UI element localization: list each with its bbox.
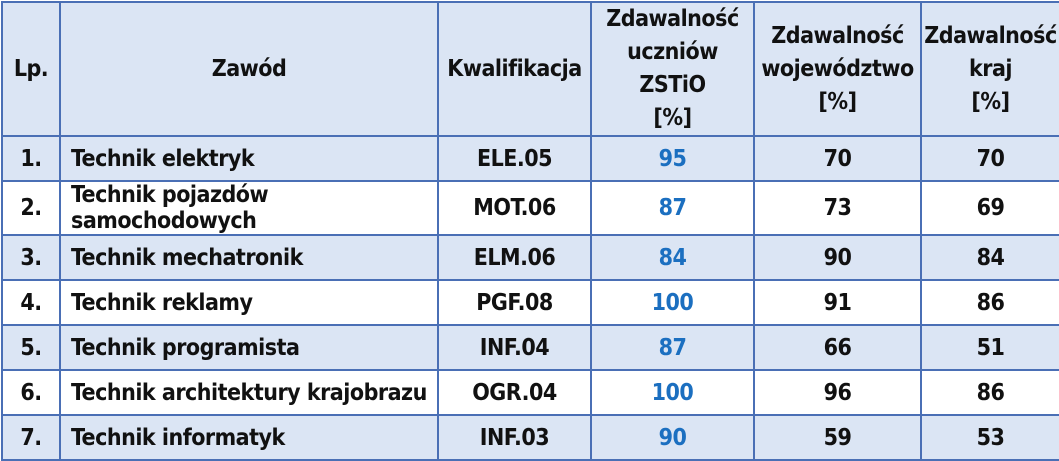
cell-zawod: Technik programista (59, 324, 439, 371)
cell-zstio: 100 (590, 369, 755, 416)
table-row: 3. Technik mechatronik ELM.06 84 90 84 (1, 234, 1059, 281)
cell-lp: 3. (1, 234, 61, 281)
cell-wojewodztwo: 70 (753, 135, 922, 182)
header-zstio-line-1: Zdawalność (606, 6, 739, 32)
cell-kraj: 86 (920, 369, 1059, 416)
cell-zawod: Technik elektryk (59, 135, 439, 182)
table-row: 6. Technik architektury krajobrazu OGR.0… (1, 369, 1059, 416)
header-wojewodztwo-line-1: Zdawalność (771, 22, 904, 49)
cell-wojewodztwo: 90 (753, 234, 922, 281)
cell-wojewodztwo: 91 (753, 279, 922, 326)
header-kraj-line-1: Zdawalność (924, 22, 1057, 49)
header-wojewodztwo-line-3: [%] (818, 88, 857, 115)
cell-kwalifikacja: INF.04 (437, 324, 592, 371)
table-row: 7. Technik informatyk INF.03 90 59 53 (1, 414, 1059, 461)
header-wojewodztwo-line-2: województwo (761, 55, 914, 82)
header-zstio-line-3: [%] (653, 105, 692, 131)
cell-kraj: 70 (920, 135, 1059, 182)
cell-lp: 7. (1, 414, 61, 461)
cell-kraj: 84 (920, 234, 1059, 281)
table-row: 2. Technik pojazdów samochodowych MOT.06… (1, 180, 1059, 236)
cell-lp: 2. (1, 180, 61, 236)
cell-kwalifikacja: MOT.06 (437, 180, 592, 236)
header-zawod: Zawód (59, 1, 439, 137)
cell-zstio: 90 (590, 414, 755, 461)
cell-kwalifikacja: OGR.04 (437, 369, 592, 416)
table-row: 5. Technik programista INF.04 87 66 51 (1, 324, 1059, 371)
cell-lp: 1. (1, 135, 61, 182)
cell-zawod: Technik architektury krajobrazu (59, 369, 439, 416)
cell-kwalifikacja: ELE.05 (437, 135, 592, 182)
header-wojewodztwo: Zdawalność województwo [%] (753, 1, 922, 137)
cell-zawod: Technik reklamy (59, 279, 439, 326)
cell-kraj: 86 (920, 279, 1059, 326)
cell-lp: 6. (1, 369, 61, 416)
cell-kraj: 53 (920, 414, 1059, 461)
cell-zstio: 87 (590, 324, 755, 371)
cell-kwalifikacja: INF.03 (437, 414, 592, 461)
cell-wojewodztwo: 59 (753, 414, 922, 461)
cell-zawod: Technik mechatronik (59, 234, 439, 281)
cell-kwalifikacja: ELM.06 (437, 234, 592, 281)
cell-zawod: Technik pojazdów samochodowych (59, 180, 439, 236)
cell-kraj: 51 (920, 324, 1059, 371)
cell-kwalifikacja: PGF.08 (437, 279, 592, 326)
cell-zstio: 95 (590, 135, 755, 182)
cell-wojewodztwo: 66 (753, 324, 922, 371)
cell-wojewodztwo: 96 (753, 369, 922, 416)
table-row: 1. Technik elektryk ELE.05 95 70 70 (1, 135, 1059, 182)
header-zstio: Zdawalność uczniów ZSTiO [%] (590, 1, 755, 137)
cell-zawod: Technik informatyk (59, 414, 439, 461)
header-zstio-line-2: uczniów ZSTiO (627, 39, 718, 98)
header-kraj-line-3: [%] (971, 88, 1010, 115)
header-kraj: Zdawalność kraj [%] (920, 1, 1059, 137)
header-kraj-line-2: kraj (968, 55, 1013, 82)
header-row: Lp. Zawód Kwalifikacja Zdawalność ucznió… (1, 1, 1059, 137)
cell-zstio: 87 (590, 180, 755, 236)
cell-lp: 4. (1, 279, 61, 326)
header-kwalifikacja: Kwalifikacja (437, 1, 592, 137)
cell-lp: 5. (1, 324, 61, 371)
cell-zstio: 100 (590, 279, 755, 326)
header-lp: Lp. (1, 1, 61, 137)
table-row: 4. Technik reklamy PGF.08 100 91 86 (1, 279, 1059, 326)
cell-wojewodztwo: 73 (753, 180, 922, 236)
cell-zstio: 84 (590, 234, 755, 281)
cell-kraj: 69 (920, 180, 1059, 236)
